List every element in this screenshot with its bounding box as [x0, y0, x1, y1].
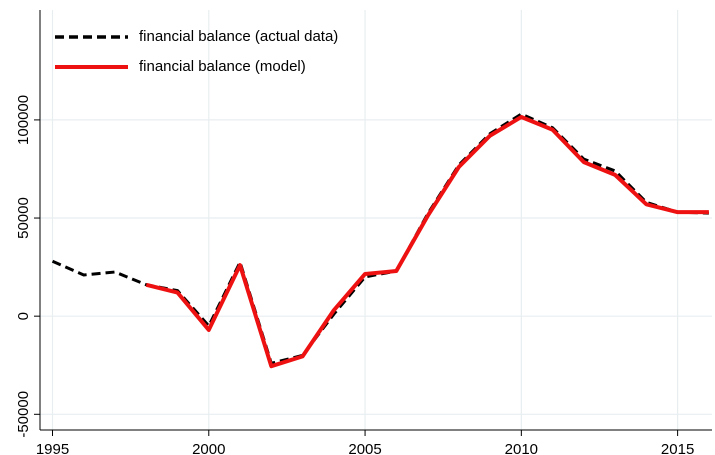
y-tick-label: -50000 [15, 391, 32, 438]
series-line [145, 114, 709, 369]
x-tick-label: 2015 [661, 441, 694, 455]
x-tick-label: 2000 [192, 441, 225, 455]
y-tick-label: 100000 [15, 95, 32, 145]
legend-label: financial balance (actual data) [139, 28, 338, 45]
x-tick-label: 1995 [36, 441, 69, 455]
x-tick-label: 2010 [505, 441, 538, 455]
series-line [51, 112, 709, 365]
legend-label: financial balance (model) [139, 58, 306, 75]
y-tick-label: 0 [15, 312, 32, 320]
x-tick-label: 2005 [348, 441, 381, 455]
y-tick-label: 50000 [15, 197, 32, 239]
